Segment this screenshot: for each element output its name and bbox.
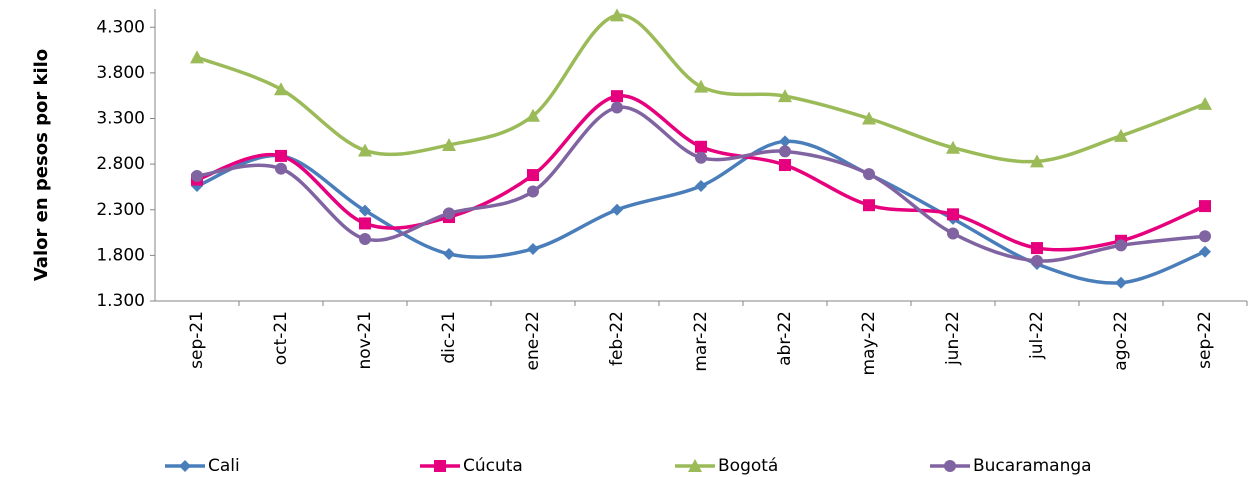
data-point	[274, 82, 288, 96]
legend-label: Bucaramanga	[973, 456, 1092, 476]
data-point	[358, 143, 372, 157]
x-tick-label: mar-22	[691, 311, 711, 372]
data-point	[695, 140, 707, 153]
legend-marker	[688, 459, 702, 472]
data-point	[1031, 254, 1043, 267]
y-tick-label: 3.300	[96, 109, 145, 129]
data-point	[359, 204, 371, 217]
data-point	[190, 50, 204, 64]
data-point	[778, 89, 792, 103]
y-tick-label: 1.300	[96, 291, 145, 311]
x-tick-label: jul-22	[1027, 311, 1047, 360]
y-axis-label: Valor en pesos por kilo	[31, 49, 52, 281]
y-tick-label: 3.800	[96, 63, 145, 83]
x-tick-label: ago-22	[1111, 311, 1131, 371]
data-point	[863, 199, 875, 212]
data-point	[862, 111, 876, 125]
x-tick-label: dic-21	[439, 311, 459, 364]
data-point	[1199, 230, 1211, 243]
data-point	[1030, 154, 1044, 168]
data-point	[1199, 245, 1211, 258]
legend-label: Cali	[208, 456, 240, 476]
legend-marker	[944, 460, 956, 472]
data-point	[275, 149, 287, 162]
x-tick-label: oct-21	[271, 311, 291, 365]
series-line	[196, 94, 1206, 252]
data-point	[1198, 96, 1212, 110]
x-tick-label: ene-22	[523, 311, 543, 370]
data-point	[442, 137, 456, 151]
y-tick-label: 2.800	[96, 154, 145, 174]
data-point	[947, 227, 959, 240]
data-point	[359, 217, 371, 230]
y-tick-label: 2.300	[96, 200, 145, 220]
data-point	[191, 169, 203, 182]
x-tick-label: abr-22	[775, 311, 795, 366]
data-point	[359, 232, 371, 245]
legend-marker	[434, 460, 446, 472]
x-tick-label: feb-22	[607, 311, 627, 366]
data-point	[694, 79, 708, 93]
data-point	[695, 151, 707, 164]
data-point	[611, 203, 623, 216]
x-tick-label: sep-22	[1195, 311, 1215, 369]
legend-marker	[179, 460, 191, 472]
data-point	[779, 159, 791, 172]
data-point	[1031, 242, 1043, 255]
data-point	[1115, 239, 1127, 252]
data-point	[863, 168, 875, 181]
data-point	[1199, 200, 1211, 213]
data-point	[611, 90, 623, 103]
data-point	[527, 242, 539, 255]
y-tick-label: 1.800	[96, 245, 145, 265]
data-point	[527, 169, 539, 182]
data-point	[779, 145, 791, 158]
legend-label: Cúcuta	[463, 456, 523, 476]
x-tick-label: sep-21	[187, 311, 207, 369]
data-point	[611, 101, 623, 114]
data-point	[779, 135, 791, 148]
x-tick-label: may-22	[859, 311, 879, 376]
legend-label: Bogotá	[718, 456, 778, 476]
data-point	[443, 248, 455, 261]
data-point	[527, 185, 539, 198]
data-point	[1115, 276, 1127, 289]
x-tick-label: nov-21	[355, 311, 375, 370]
data-point	[443, 207, 455, 220]
data-point	[610, 8, 624, 22]
data-point	[526, 108, 540, 122]
data-point	[947, 208, 959, 221]
data-point	[1114, 128, 1128, 142]
data-point	[946, 140, 960, 154]
x-tick-label: jun-22	[943, 311, 963, 366]
data-point	[695, 180, 707, 193]
y-tick-label: 4.300	[96, 17, 145, 37]
data-point	[275, 162, 287, 175]
